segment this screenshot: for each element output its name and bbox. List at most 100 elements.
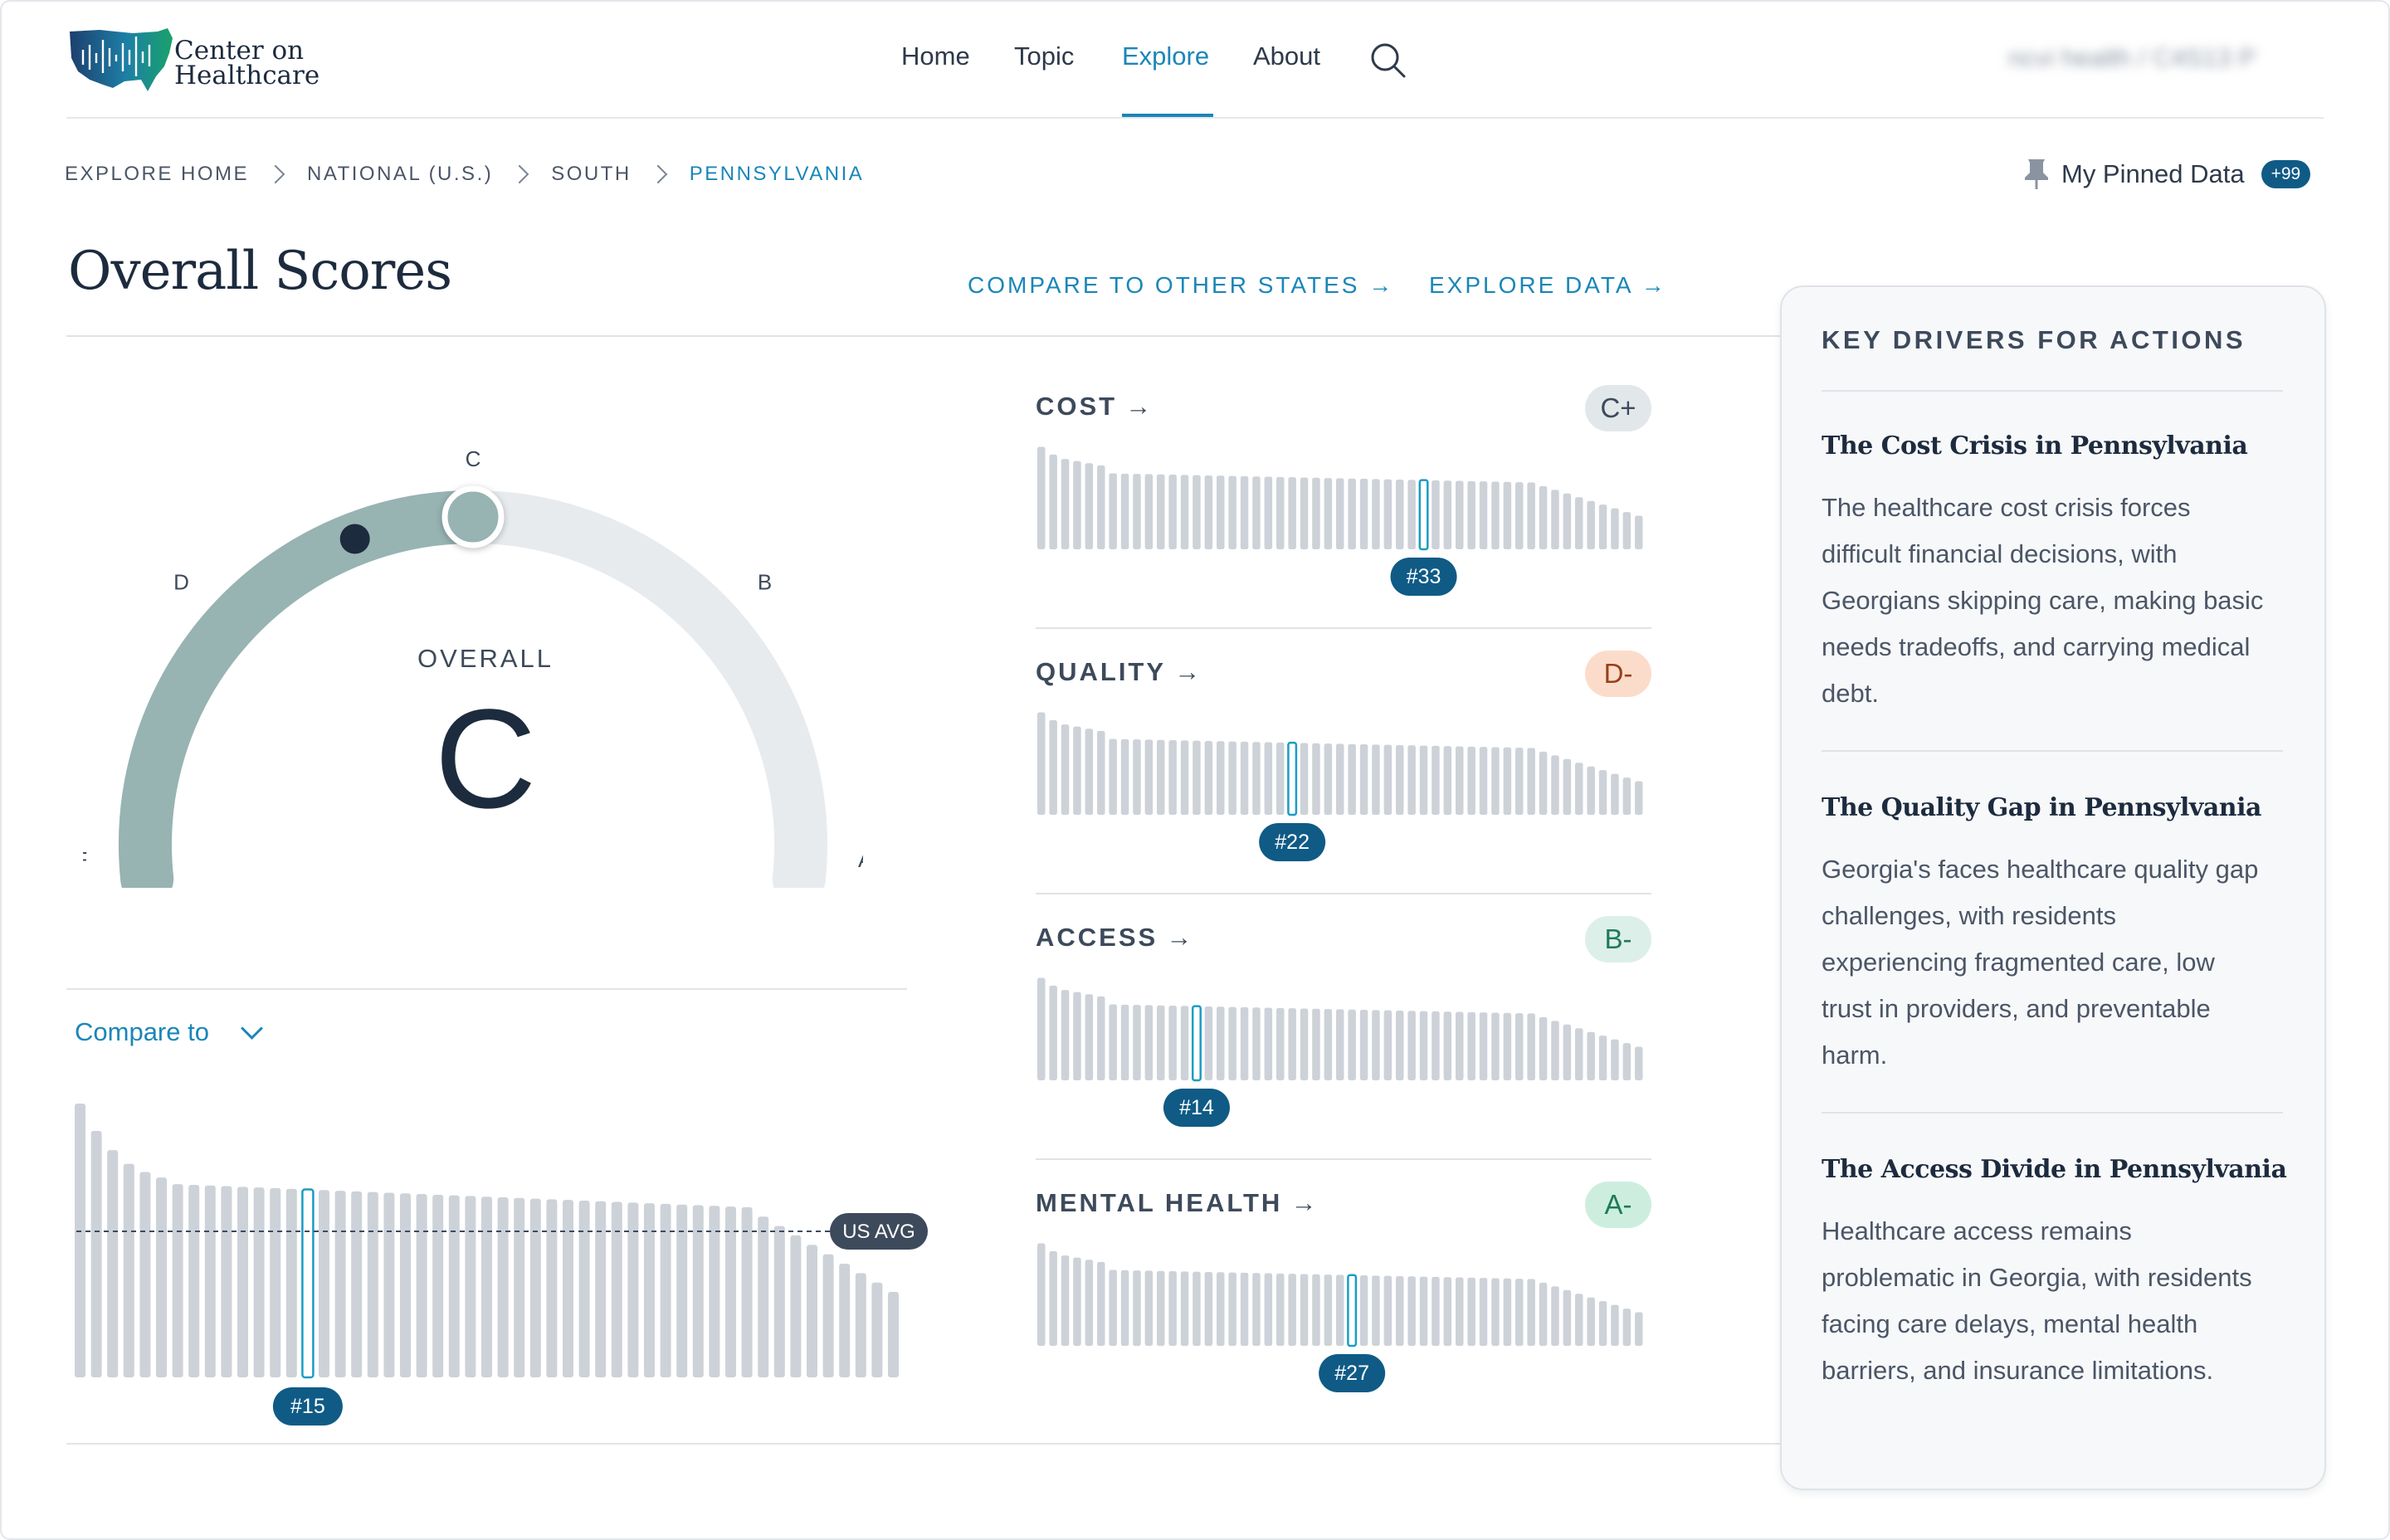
state-bar[interactable] — [1097, 465, 1105, 549]
state-bar[interactable] — [1228, 1006, 1236, 1080]
state-bar[interactable] — [1061, 990, 1070, 1080]
state-bar[interactable] — [1432, 480, 1440, 549]
state-bar[interactable] — [1456, 480, 1464, 549]
state-bar[interactable] — [1348, 478, 1356, 549]
state-bar[interactable] — [1252, 742, 1261, 815]
state-bar[interactable] — [1491, 747, 1500, 815]
state-bar[interactable] — [1193, 475, 1201, 549]
state-bar[interactable] — [1061, 724, 1070, 815]
state-bar[interactable] — [1037, 977, 1046, 1081]
state-bar[interactable] — [1157, 474, 1165, 549]
state-bar[interactable] — [172, 1184, 183, 1377]
state-bar[interactable] — [1467, 480, 1475, 549]
state-bar[interactable] — [1300, 477, 1309, 549]
state-bar[interactable] — [1120, 1004, 1129, 1080]
state-bar[interactable] — [188, 1184, 200, 1377]
state-bar[interactable] — [1491, 1012, 1500, 1080]
compare-to-dropdown[interactable]: Compare to — [75, 1016, 263, 1047]
state-bar[interactable] — [627, 1202, 639, 1377]
state-bar[interactable] — [1527, 1279, 1535, 1346]
state-bar[interactable] — [1217, 1272, 1225, 1346]
state-bar[interactable] — [514, 1197, 525, 1377]
state-bar[interactable] — [1324, 478, 1333, 549]
state-bar[interactable] — [1622, 1309, 1632, 1346]
search-icon[interactable] — [1369, 41, 1407, 80]
state-bar[interactable] — [1204, 1271, 1213, 1346]
state-bar[interactable] — [1587, 1031, 1595, 1080]
state-bar[interactable] — [1217, 741, 1225, 815]
state-bar[interactable] — [1037, 446, 1046, 550]
state-bar[interactable] — [790, 1235, 802, 1377]
state-bar[interactable] — [1407, 480, 1416, 549]
state-bar[interactable] — [1479, 1012, 1488, 1080]
state-bar[interactable] — [1109, 1004, 1117, 1080]
state-bar[interactable] — [1133, 1005, 1141, 1080]
state-bar[interactable] — [1419, 1011, 1428, 1080]
state-bar[interactable] — [1443, 480, 1452, 549]
state-bar[interactable] — [285, 1188, 297, 1377]
state-bar[interactable] — [1336, 743, 1344, 815]
state-bar[interactable] — [75, 1104, 85, 1377]
state-bar[interactable] — [1324, 1009, 1333, 1080]
state-bar[interactable] — [1611, 508, 1619, 549]
state-bar[interactable] — [1168, 475, 1177, 549]
state-bar[interactable] — [1312, 477, 1320, 549]
state-bar[interactable] — [1396, 479, 1404, 549]
state-bar[interactable] — [888, 1292, 899, 1377]
state-bar[interactable] — [1456, 746, 1464, 815]
state-bar[interactable] — [1359, 479, 1368, 549]
state-bar[interactable] — [1180, 1271, 1189, 1346]
state-bar[interactable] — [1611, 773, 1619, 815]
state-bar[interactable] — [1097, 996, 1105, 1080]
state-bar[interactable] — [1120, 738, 1129, 815]
state-bar[interactable] — [1359, 744, 1368, 815]
state-bar[interactable] — [1491, 481, 1500, 549]
state-bar[interactable] — [1120, 473, 1129, 549]
state-bar[interactable] — [546, 1199, 558, 1377]
state-bar[interactable] — [1157, 1005, 1165, 1080]
state-bar[interactable] — [1515, 1279, 1524, 1346]
state-bar[interactable] — [1503, 747, 1512, 815]
driver-title-cost[interactable]: The Cost Crisis in Pennsylvania — [1822, 431, 2248, 461]
state-bar[interactable] — [1049, 454, 1057, 549]
state-bar[interactable] — [1372, 744, 1380, 815]
state-bar[interactable] — [1324, 1274, 1333, 1346]
state-bar[interactable] — [1467, 746, 1475, 815]
state-bar[interactable] — [1240, 1272, 1249, 1346]
state-bar[interactable] — [1515, 748, 1524, 815]
nav-explore[interactable]: Explore — [1122, 41, 1210, 71]
state-bar[interactable] — [1240, 475, 1249, 549]
state-bar[interactable] — [1276, 476, 1285, 549]
state-bar[interactable] — [107, 1150, 119, 1377]
state-bar[interactable] — [1551, 1286, 1559, 1346]
state-bar[interactable] — [1598, 1301, 1607, 1346]
state-bar[interactable] — [1228, 741, 1236, 815]
state-bar[interactable] — [1180, 1006, 1189, 1080]
state-bar[interactable] — [497, 1196, 509, 1377]
state-bar[interactable] — [204, 1185, 216, 1377]
state-bar[interactable] — [1168, 1271, 1177, 1346]
state-bar[interactable] — [1312, 1008, 1320, 1080]
state-bar-selected[interactable] — [1347, 1274, 1358, 1348]
compare-states-link[interactable]: COMPARE TO OTHER STATES → — [968, 272, 1395, 298]
state-bar[interactable] — [1264, 1007, 1273, 1080]
state-bar[interactable] — [1407, 745, 1416, 815]
state-bar[interactable] — [1622, 1043, 1632, 1080]
state-bar[interactable] — [465, 1196, 476, 1377]
state-bar[interactable] — [1085, 463, 1094, 549]
state-bar[interactable] — [1097, 730, 1105, 815]
state-bar[interactable] — [1300, 1008, 1309, 1080]
state-bar[interactable] — [676, 1204, 688, 1377]
state-bar[interactable] — [1240, 741, 1249, 815]
state-bar[interactable] — [1467, 1277, 1475, 1346]
state-bar[interactable] — [1635, 515, 1643, 549]
state-bar[interactable] — [1575, 763, 1583, 815]
state-bar[interactable] — [1551, 490, 1559, 549]
state-bar[interactable] — [1073, 726, 1081, 815]
state-bar[interactable] — [1157, 1270, 1165, 1346]
state-bar[interactable] — [334, 1191, 346, 1377]
state-bar[interactable] — [1264, 476, 1273, 549]
state-bar[interactable] — [1611, 1039, 1619, 1080]
state-bar[interactable] — [741, 1206, 753, 1377]
state-bar[interactable] — [1193, 1271, 1201, 1346]
